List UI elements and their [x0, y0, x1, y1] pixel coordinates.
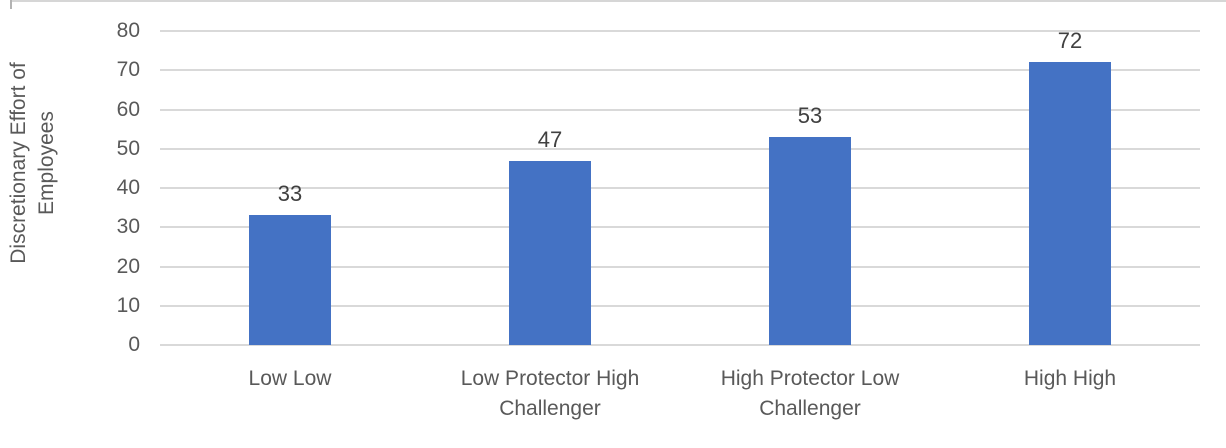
y-gridline: [160, 344, 1200, 346]
x-category-label: High High: [1023, 367, 1117, 390]
bar-2: [509, 160, 591, 345]
y-tick-label: 50: [116, 136, 140, 160]
x-category-label: High Protector Low Challenger: [720, 367, 900, 420]
y-tick-label: 40: [116, 176, 140, 199]
y-gridline: [160, 147, 1200, 150]
chart-border-top-line: [10, 0, 1226, 2]
y-tick-label: 30: [116, 215, 140, 239]
y-gridline: [160, 69, 1200, 72]
data-label: 47: [537, 126, 563, 152]
y-tick-label: 60: [116, 97, 140, 121]
chart-border-corner-tick: [10, 0, 12, 9]
y-gridline: [160, 108, 1200, 111]
bar-3: [769, 136, 851, 345]
data-label: 53: [797, 102, 823, 128]
x-category-label: Low Protector High Challenger: [460, 367, 640, 420]
data-label: 72: [1057, 28, 1083, 54]
y-gridline: [160, 265, 1200, 268]
y-tick-label: 80: [116, 19, 140, 42]
bar-4: [1029, 62, 1111, 345]
y-gridline: [160, 226, 1200, 229]
data-label: 33: [277, 181, 303, 207]
y-tick-label: 0: [128, 333, 140, 356]
y-gridline: [160, 187, 1200, 189]
y-gridline: [160, 30, 1200, 32]
x-category-label: Low Low: [248, 367, 332, 390]
bar-1: [249, 215, 331, 345]
y-gridline: [160, 304, 1200, 307]
y-tick-label: 20: [116, 254, 140, 278]
y-tick-label: 10: [116, 293, 140, 317]
y-tick-label: 70: [116, 58, 140, 82]
